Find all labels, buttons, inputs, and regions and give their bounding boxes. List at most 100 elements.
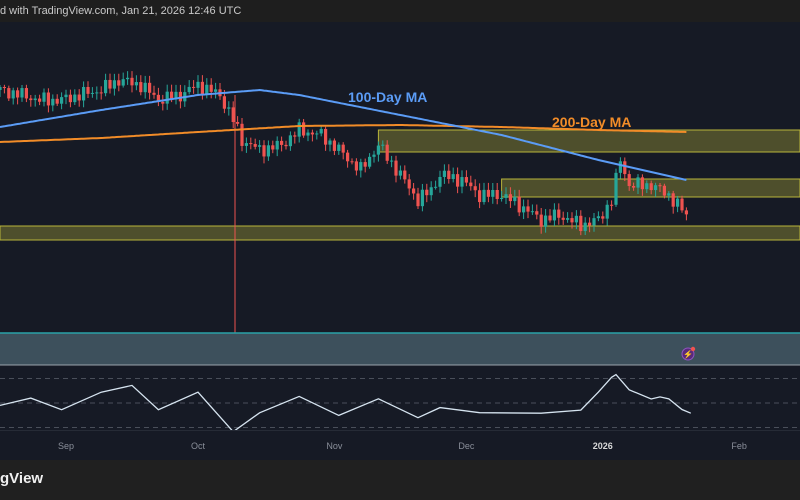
candle (442, 164, 446, 184)
candle (579, 210, 583, 236)
candle (165, 84, 169, 110)
candle (139, 75, 143, 96)
candle (456, 167, 460, 194)
candle (324, 126, 328, 151)
candle (337, 142, 341, 155)
candle (539, 207, 543, 234)
ma200-line (0, 124, 687, 143)
candle (117, 73, 121, 92)
candle (552, 203, 556, 227)
candle (627, 170, 631, 191)
candle (671, 190, 675, 214)
candle (416, 187, 420, 209)
candle (614, 168, 618, 207)
candle (90, 87, 94, 98)
candle (460, 170, 464, 194)
candle (420, 183, 424, 212)
candle (636, 174, 640, 195)
candle (112, 73, 116, 96)
candle (77, 89, 81, 107)
candle (249, 137, 253, 150)
candle (130, 71, 134, 93)
candle (86, 81, 90, 99)
time-tick-label: Dec (458, 441, 475, 451)
candle (557, 203, 561, 225)
price-chart[interactable]: 100-Day MA 200-Day MA ⚡ (0, 22, 800, 430)
candle (570, 212, 574, 229)
candle (632, 182, 636, 191)
candle (29, 95, 33, 107)
candle (108, 73, 112, 94)
candle (394, 155, 398, 183)
candle (403, 165, 407, 184)
candle (143, 75, 147, 99)
candle (658, 182, 662, 192)
candle (676, 195, 680, 213)
candle (156, 87, 160, 107)
candle (38, 94, 42, 106)
candle (99, 86, 103, 100)
time-tick-label: 2026 (592, 441, 613, 451)
candle (192, 80, 196, 94)
candle (346, 149, 350, 168)
candle (407, 174, 411, 196)
candle (596, 211, 600, 222)
candle (385, 140, 389, 164)
candle (11, 87, 15, 105)
candle (654, 182, 658, 197)
candle (667, 191, 671, 201)
candle (574, 210, 578, 230)
candle (495, 182, 499, 205)
candle (544, 209, 548, 233)
candle (46, 88, 50, 113)
candle (372, 150, 376, 163)
ma200-label: 200-Day MA (552, 114, 631, 130)
candle (623, 157, 627, 182)
candle (451, 167, 455, 183)
candle (258, 140, 262, 153)
candle (592, 213, 596, 232)
candle (174, 84, 178, 105)
candle (95, 86, 99, 100)
candle (134, 75, 138, 91)
candle (262, 140, 266, 164)
candle (517, 189, 521, 217)
candle (51, 94, 55, 112)
candle (508, 187, 512, 208)
candle (271, 140, 275, 154)
candle (214, 82, 218, 99)
support-resistance-zone (377, 129, 800, 153)
candle (293, 131, 297, 144)
candle (7, 85, 11, 101)
candle (227, 101, 231, 116)
candle (310, 129, 314, 142)
alert-icon[interactable]: ⚡ (681, 346, 696, 361)
candle (64, 89, 68, 105)
candle (240, 118, 244, 152)
candle (469, 175, 473, 191)
candle (601, 211, 605, 224)
candle (60, 92, 64, 110)
candle (73, 89, 77, 105)
time-tick-label: Sep (57, 441, 75, 451)
candle (20, 85, 24, 102)
candle (649, 180, 653, 195)
ma100-label: 100-Day MA (348, 89, 427, 105)
candle (231, 101, 235, 129)
candle (187, 80, 191, 95)
candle (288, 131, 292, 151)
support-resistance-zone (0, 225, 800, 241)
candle (178, 84, 182, 109)
candle (535, 204, 539, 220)
candle (328, 138, 332, 152)
candle (33, 94, 37, 107)
candle (104, 73, 108, 97)
candle (121, 72, 125, 88)
candle (354, 158, 358, 176)
candle (0, 85, 2, 97)
candle (350, 158, 354, 165)
candle (68, 89, 72, 108)
candle (500, 190, 504, 202)
candle (398, 165, 402, 180)
candle (491, 182, 495, 204)
